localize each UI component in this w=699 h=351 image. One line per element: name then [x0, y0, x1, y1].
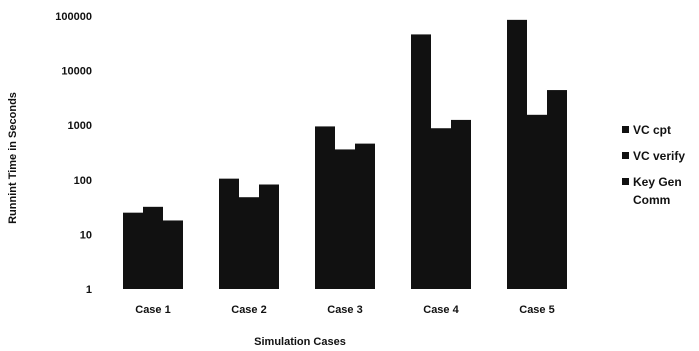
bar-vc-verify-case-5 [527, 114, 547, 289]
legend-swatch-key-gen-comm [622, 178, 629, 185]
x-axis-title: Simulation Cases [254, 336, 346, 348]
bar-key-gen-comm-case-4 [451, 119, 471, 289]
bar-vc-verify-case-4 [431, 128, 451, 289]
x-tick-label: Case 1 [135, 304, 170, 316]
bar-key-gen-comm-case-5 [547, 90, 567, 290]
y-tick-label: 100000 [55, 11, 92, 23]
bar-vc-cpt-case-3 [315, 126, 335, 289]
legend: VC cpt VC verify Key Gen Comm [622, 123, 685, 207]
bar-vc-cpt-case-2 [219, 178, 239, 289]
bar-vc-cpt-case-4 [411, 34, 431, 289]
legend-label-vc-cpt: VC cpt [633, 123, 671, 137]
legend-swatch-vc-cpt [622, 126, 629, 133]
bar-vc-cpt-case-1 [123, 212, 143, 289]
x-tick-label: Case 5 [519, 304, 554, 316]
x-tick-label: Case 3 [327, 304, 362, 316]
x-tick-label: Case 2 [231, 304, 266, 316]
bar-vc-verify-case-3 [335, 149, 355, 289]
y-tick-label: 10000 [61, 66, 92, 78]
legend-label-vc-verify: VC verify [633, 149, 685, 163]
bar-vc-verify-case-2 [239, 197, 259, 289]
y-tick-label: 10 [80, 229, 92, 241]
x-axis-ticks: Case 1 Case 2 Case 3 Case 4 Case 5 [135, 304, 554, 316]
y-tick-label: 100 [74, 175, 92, 187]
y-axis-title: Runnint Time in Seconds [7, 92, 19, 224]
legend-swatch-vc-verify [622, 152, 629, 159]
legend-label-key-gen-comm-line2: Comm [633, 193, 670, 207]
y-tick-label: 1000 [68, 120, 92, 132]
bars [123, 19, 567, 290]
y-axis-ticks: 1 10 100 1000 10000 100000 [55, 11, 92, 296]
bar-vc-verify-case-1 [143, 206, 163, 289]
legend-label-key-gen-comm: Key Gen Comm [633, 175, 685, 207]
x-tick-label: Case 4 [423, 304, 459, 316]
bar-key-gen-comm-case-1 [163, 220, 183, 289]
bar-key-gen-comm-case-2 [259, 184, 279, 289]
bar-vc-cpt-case-5 [507, 19, 527, 289]
bar-key-gen-comm-case-3 [355, 143, 375, 289]
y-tick-label: 1 [86, 284, 92, 296]
legend-label-key-gen-comm-line1: Key Gen [633, 175, 682, 189]
